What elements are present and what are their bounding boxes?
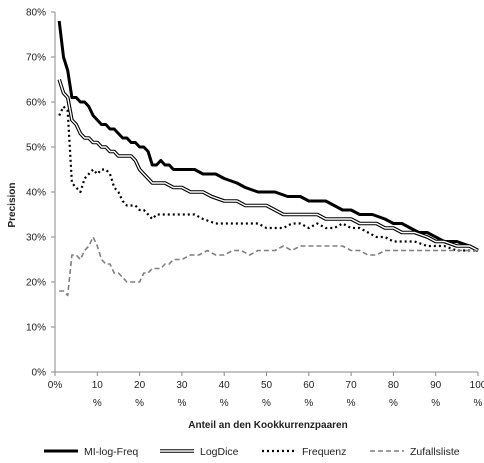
- x-tick-label: 60: [303, 380, 315, 391]
- x-tick-label-unit: %: [431, 398, 440, 409]
- x-tick-label-unit: %: [135, 398, 144, 409]
- x-axis-title: Anteil an den Kookkurrenzpaaren: [188, 420, 347, 431]
- y-tick-label: 70%: [26, 53, 46, 64]
- x-tick-label: 90: [430, 380, 442, 391]
- x-tick-label-unit: %: [93, 398, 102, 409]
- series-line-zufallsliste: [59, 236, 478, 297]
- x-tick-label: 10: [92, 380, 104, 391]
- y-tick-label: 20%: [26, 278, 46, 289]
- y-tick-label: 30%: [26, 233, 46, 244]
- x-tick-label-unit: %: [177, 398, 186, 409]
- legend-label-logdice: LogDice: [200, 446, 239, 458]
- x-tick-label: 50: [261, 380, 273, 391]
- y-tick-label: 0%: [32, 368, 47, 379]
- x-tick-label: 0%: [48, 380, 63, 391]
- series-line-logdice-inner: [58, 79, 479, 252]
- y-tick-label: 60%: [26, 98, 46, 109]
- legend-label-mi-log-freq: MI-log-Freq: [84, 446, 138, 458]
- x-tick-label: 20: [134, 380, 146, 391]
- y-tick-label: 10%: [26, 323, 46, 334]
- x-tick-label: 80: [388, 380, 400, 391]
- x-tick-label-unit: %: [389, 398, 398, 409]
- series-line-mi-log-freq: [57, 20, 479, 252]
- legend-label-frequenz: Frequenz: [302, 446, 346, 458]
- legend: MI-log-Freq LogDice Frequenz Zufallsliste: [44, 446, 460, 458]
- x-axis-ticks: 0% 10% 20% 30% 40% 50% 60% 70% 80% 90% 100%: [48, 372, 484, 409]
- x-tick-label: 30: [176, 380, 188, 391]
- x-tick-label: 70: [346, 380, 358, 391]
- legend-label-zufallsliste: Zufallsliste: [410, 446, 460, 458]
- series-layer: [57, 20, 479, 297]
- x-tick-label-unit: %: [474, 398, 483, 409]
- y-axis-title: Precision: [7, 182, 18, 227]
- x-tick-label: 40: [219, 380, 231, 391]
- y-tick-label: 80%: [26, 8, 46, 19]
- y-axis-ticks: 0% 10% 20% 30% 40% 50% 60% 70% 80%: [26, 8, 55, 379]
- series-line-logdice: [57, 78, 479, 253]
- series-line-frequenz: [58, 105, 478, 252]
- y-tick-label: 40%: [26, 188, 46, 199]
- y-tick-label: 50%: [26, 143, 46, 154]
- x-tick-label: 100: [470, 380, 484, 391]
- x-tick-label-unit: %: [304, 398, 313, 409]
- x-tick-label-unit: %: [347, 398, 356, 409]
- x-tick-label-unit: %: [262, 398, 271, 409]
- x-tick-label-unit: %: [220, 398, 229, 409]
